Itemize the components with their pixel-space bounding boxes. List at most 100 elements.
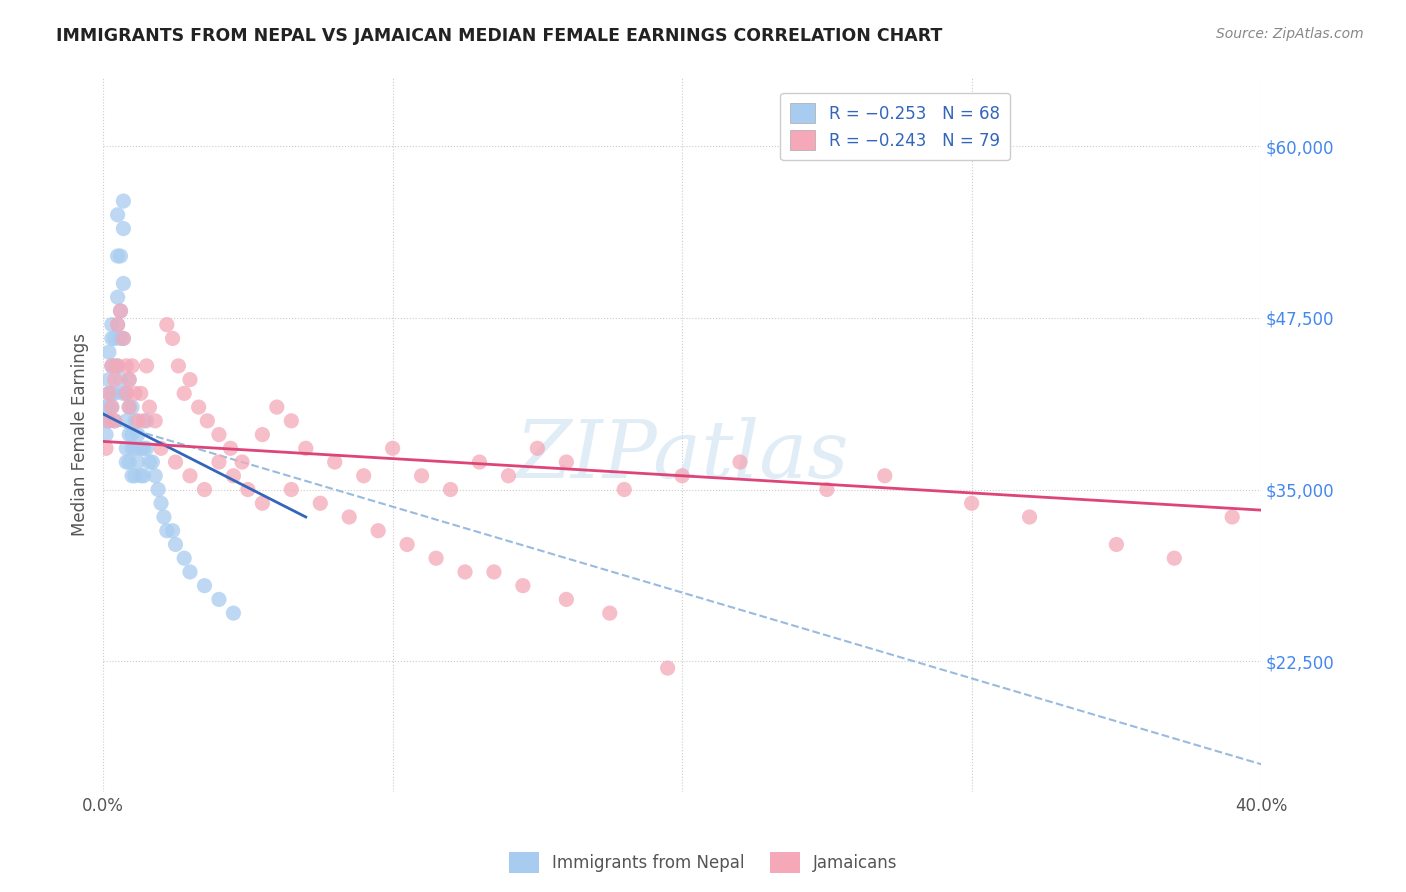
Point xyxy=(115,414,138,428)
Point xyxy=(121,359,143,373)
Point xyxy=(135,359,157,373)
Point xyxy=(127,455,149,469)
Point xyxy=(97,414,120,428)
Point xyxy=(115,442,138,456)
Point xyxy=(101,400,124,414)
Point xyxy=(555,592,578,607)
Point xyxy=(132,414,155,428)
Point xyxy=(110,331,132,345)
Point xyxy=(132,468,155,483)
Point xyxy=(165,537,187,551)
Point xyxy=(112,386,135,401)
Point xyxy=(280,414,302,428)
Point xyxy=(425,551,447,566)
Point xyxy=(153,510,176,524)
Point xyxy=(124,442,146,456)
Point xyxy=(107,318,129,332)
Point xyxy=(121,468,143,483)
Point xyxy=(110,304,132,318)
Point xyxy=(107,208,129,222)
Point xyxy=(222,606,245,620)
Point xyxy=(555,455,578,469)
Point xyxy=(118,400,141,414)
Point xyxy=(141,455,163,469)
Point xyxy=(150,442,173,456)
Point xyxy=(309,496,332,510)
Point xyxy=(1105,537,1128,551)
Point xyxy=(129,468,152,483)
Point xyxy=(112,277,135,291)
Point xyxy=(101,359,124,373)
Point xyxy=(396,537,419,551)
Point xyxy=(179,373,201,387)
Point xyxy=(167,359,190,373)
Point xyxy=(94,427,117,442)
Point xyxy=(162,331,184,345)
Point xyxy=(104,331,127,345)
Point xyxy=(146,483,169,497)
Point xyxy=(121,442,143,456)
Point xyxy=(97,386,120,401)
Point xyxy=(104,414,127,428)
Point xyxy=(97,400,120,414)
Point xyxy=(107,359,129,373)
Point xyxy=(112,331,135,345)
Point xyxy=(1163,551,1185,566)
Point xyxy=(135,414,157,428)
Point xyxy=(129,442,152,456)
Point xyxy=(112,194,135,208)
Point xyxy=(1018,510,1040,524)
Point xyxy=(162,524,184,538)
Point xyxy=(104,359,127,373)
Point xyxy=(101,318,124,332)
Point xyxy=(323,455,346,469)
Point xyxy=(179,565,201,579)
Point xyxy=(124,386,146,401)
Point xyxy=(252,427,274,442)
Point xyxy=(127,414,149,428)
Point xyxy=(118,455,141,469)
Point xyxy=(107,359,129,373)
Point xyxy=(222,468,245,483)
Point xyxy=(104,386,127,401)
Point xyxy=(110,304,132,318)
Point xyxy=(208,592,231,607)
Point xyxy=(101,386,124,401)
Point xyxy=(104,373,127,387)
Point xyxy=(112,221,135,235)
Point xyxy=(127,427,149,442)
Point xyxy=(815,483,838,497)
Point xyxy=(231,455,253,469)
Point xyxy=(219,442,242,456)
Point xyxy=(411,468,433,483)
Point xyxy=(143,468,166,483)
Point xyxy=(124,414,146,428)
Point xyxy=(367,524,389,538)
Point xyxy=(512,579,534,593)
Point xyxy=(138,400,160,414)
Point xyxy=(266,400,288,414)
Point xyxy=(118,427,141,442)
Point xyxy=(94,414,117,428)
Point xyxy=(110,373,132,387)
Point xyxy=(454,565,477,579)
Point xyxy=(107,290,129,304)
Point xyxy=(671,468,693,483)
Point xyxy=(94,400,117,414)
Point xyxy=(110,249,132,263)
Point xyxy=(129,386,152,401)
Point xyxy=(187,400,209,414)
Point xyxy=(193,579,215,593)
Point xyxy=(132,442,155,456)
Point xyxy=(94,442,117,456)
Point xyxy=(294,442,316,456)
Point xyxy=(156,318,179,332)
Point xyxy=(353,468,375,483)
Point xyxy=(107,249,129,263)
Point xyxy=(236,483,259,497)
Point xyxy=(121,427,143,442)
Point xyxy=(208,455,231,469)
Point xyxy=(498,468,520,483)
Point xyxy=(118,373,141,387)
Point xyxy=(101,359,124,373)
